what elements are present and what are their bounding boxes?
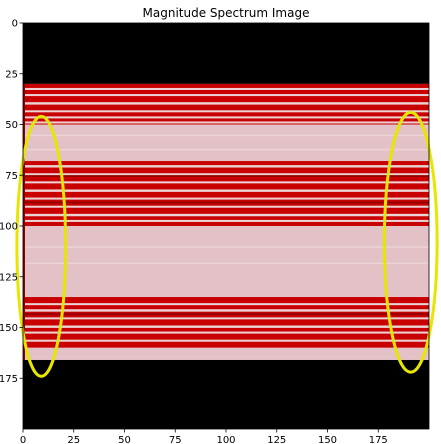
heatmap-stripe xyxy=(23,317,429,320)
heatmap-image xyxy=(23,23,429,429)
heatmap-stripe xyxy=(23,262,429,265)
heatmap-stripe xyxy=(23,325,429,328)
heatmap-stripe xyxy=(23,87,429,90)
x-tick-label: 25 xyxy=(67,435,80,444)
x-axis: 0 25 50 75 100 125 150 175 xyxy=(20,429,388,444)
x-tick-label: 75 xyxy=(169,435,182,444)
heatmap-stripe xyxy=(23,331,429,334)
heatmap-band xyxy=(23,347,429,360)
highlight-ellipse xyxy=(15,114,68,378)
heatmap-stripe xyxy=(23,339,429,342)
heatmap-band xyxy=(23,226,429,298)
x-tick-label: 50 xyxy=(118,435,131,444)
heatmap-stripe xyxy=(23,303,429,306)
highlight-ellipse xyxy=(382,110,439,374)
heatmap-stripe xyxy=(23,246,429,248)
heatmap-band xyxy=(23,124,429,162)
heatmap-stripe xyxy=(23,313,429,315)
y-tick-label: 25 xyxy=(5,69,18,80)
heatmap-stripe xyxy=(23,189,429,192)
heatmap-band xyxy=(23,359,429,429)
heatmap-stripe xyxy=(23,121,429,124)
y-tick-label: 125 xyxy=(0,272,18,283)
heatmap-stripe xyxy=(23,134,429,137)
heatmap-stripe xyxy=(23,175,429,177)
heatmap-stripe xyxy=(23,102,429,105)
x-tick-label: 150 xyxy=(318,435,337,444)
heatmap-stripe xyxy=(23,165,429,168)
y-tick-label: 150 xyxy=(0,323,18,334)
y-tick-label: 0 xyxy=(12,19,18,30)
chart-title: Magnitude Spectrum Image xyxy=(143,6,310,20)
x-tick-label: 100 xyxy=(216,435,235,444)
heatmap-band xyxy=(23,297,429,348)
heatmap-stripe xyxy=(23,197,429,200)
y-axis: 0 25 50 75 100 125 150 175 xyxy=(0,19,23,385)
heatmap-stripe xyxy=(23,201,429,204)
y-tick-label: 100 xyxy=(0,222,18,233)
heatmap-stripe xyxy=(23,205,429,208)
y-tick-label: 50 xyxy=(5,120,18,131)
heatmap-edge-column xyxy=(23,83,25,360)
y-tick-label: 75 xyxy=(5,171,18,182)
y-tick-label: 175 xyxy=(0,374,18,385)
heatmap-stripe xyxy=(23,116,429,119)
heatmap-stripe xyxy=(23,309,429,312)
heatmap-stripe xyxy=(23,181,429,184)
x-tick-label: 125 xyxy=(267,435,286,444)
heatmap-stripe xyxy=(23,148,429,151)
heatmap-band xyxy=(23,23,429,84)
x-tick-label: 0 xyxy=(20,435,26,444)
heatmap-stripe xyxy=(23,219,429,222)
x-tick-label: 175 xyxy=(369,435,388,444)
heatmap-stripe xyxy=(23,213,429,217)
heatmap-stripe xyxy=(23,110,429,113)
heatmap-stripe xyxy=(23,94,429,97)
heatmap-stripe xyxy=(23,173,429,176)
annotation-layer xyxy=(15,110,439,378)
